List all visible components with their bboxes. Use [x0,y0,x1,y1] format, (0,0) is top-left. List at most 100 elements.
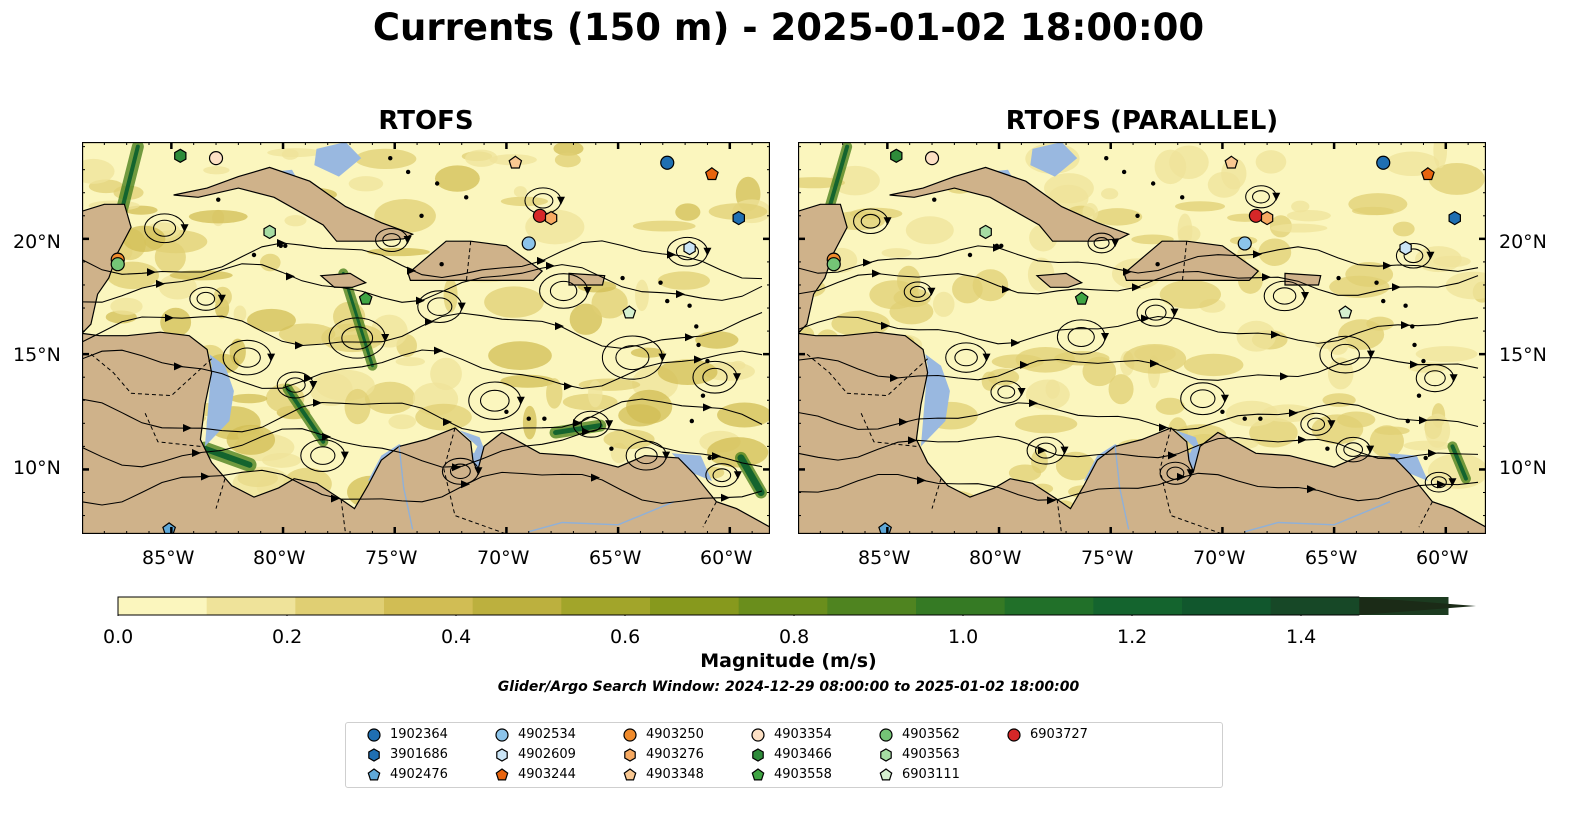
speed-patch [1258,238,1292,266]
flow-arrow [556,196,565,205]
flow-arrow [1272,192,1281,201]
float-marker-3901686 [732,210,746,226]
flow-arrow [1437,480,1446,489]
island-13 [542,416,547,421]
island-7 [1412,342,1417,348]
lat-label-20n-left: 20°N [13,231,61,253]
cbar-tick-0: 0.0 [103,626,134,648]
island-18 [419,213,424,218]
island-9 [665,298,670,304]
float-marker-4903466 [890,148,903,163]
flow-arrow [721,493,730,502]
flow-arrow [1366,350,1375,359]
island-12 [1242,416,1247,421]
legend-item-4903558: 4903558 [751,768,832,782]
legend-symbol-pentagon [623,768,637,781]
speed-patch [1415,246,1462,273]
flow-arrow [407,266,416,275]
flow-arrow [1060,446,1069,455]
eddy-streamline-inner [634,447,658,465]
speed-patch [415,403,472,431]
flow-arrow [156,279,165,288]
float-marker-6903727 [532,208,548,223]
island-10 [658,280,663,285]
flow-arrow [1002,285,1011,294]
speed-patch [1082,203,1099,222]
map-panel-rtofs-parallel[interactable] [798,142,1486,534]
float-marker-4903562 [826,257,841,272]
legend-label: 4903250 [646,727,704,742]
float-marker-4903244 [1420,167,1435,181]
speed-patch [110,297,143,315]
legend-symbol-pentagon [879,768,893,781]
legend-item-6903111: 6903111 [879,768,960,782]
legend-marker-3901686 [368,748,380,762]
lon-label-65w-right: 65°W [1305,547,1358,569]
speed-patch [591,286,628,319]
legend-item-4903348: 4903348 [623,768,704,782]
country-border-0 [90,353,212,397]
flow-arrow [1020,360,1029,369]
speed-patch [1015,346,1076,373]
country-border-6 [1418,501,1433,528]
speed-patch [1337,411,1376,428]
country-border-0 [806,353,928,397]
cbar-tick-1: 0.2 [272,626,303,648]
flow-arrow [331,494,340,503]
eddy-streamline-inner [449,463,471,480]
legend-label: 4902609 [518,747,576,762]
flow-arrow [340,451,349,460]
flow-arrow [564,382,573,391]
speed-patch [632,220,696,232]
country-border-1 [144,411,201,447]
lat-label-15n-left: 15°N [13,344,61,366]
float-marker-4903354 [924,151,940,166]
flow-arrow [555,322,564,331]
flow-arrow [183,423,192,432]
flow-arrow [1220,394,1229,403]
colorbar-bin-9 [916,597,1006,615]
legend-item-4903563: 4903563 [880,748,960,762]
float-marker-4903563 [979,224,992,240]
speed-patch [707,437,769,468]
legend-symbol-circle [1007,728,1021,742]
flow-arrow [1159,423,1168,432]
country-border-2 [931,478,942,509]
legend-label: 3901686 [390,747,448,762]
speed-patch [1044,173,1094,204]
speed-patch [1101,188,1119,200]
colorbar-extend-arrow [1359,597,1476,615]
country-border-2 [215,478,226,509]
speed-patch [226,424,276,455]
island-9 [1381,298,1386,304]
flow-arrow [1298,435,1307,444]
speed-patch [1154,149,1187,185]
flow-arrow [1307,485,1316,494]
speed-patch [434,165,480,192]
legend-symbol-hexagon [624,748,636,762]
float-marker-4903558 [1074,291,1089,305]
speed-patch [569,303,603,335]
eddy-streamline-inner [1093,237,1110,249]
flow-arrow [1280,372,1289,381]
map-frame [798,142,1486,534]
map-panel-rtofs[interactable] [82,142,770,534]
legend-marker-4903276 [624,748,636,762]
island-11 [620,275,625,281]
eddy-streamline-inner [1430,476,1447,489]
lon-label-75w-left: 75°W [365,547,418,569]
island-0 [251,252,257,258]
lon-label-80w-left: 80°W [253,547,306,569]
speed-patch [465,149,498,167]
speed-patch [1428,162,1485,195]
speed-patch [364,381,416,414]
legend-item-4903250: 4903250 [623,727,704,742]
speed-patch [1177,213,1193,249]
eddy-streamline-inner [1307,417,1326,431]
float-marker-4903276 [1260,210,1274,226]
cbar-tick-7: 1.4 [1286,626,1317,648]
island-22 [388,155,393,161]
speed-patch [695,331,739,349]
island-16 [434,181,440,186]
legend-item-4902534: 4902534 [495,728,576,742]
